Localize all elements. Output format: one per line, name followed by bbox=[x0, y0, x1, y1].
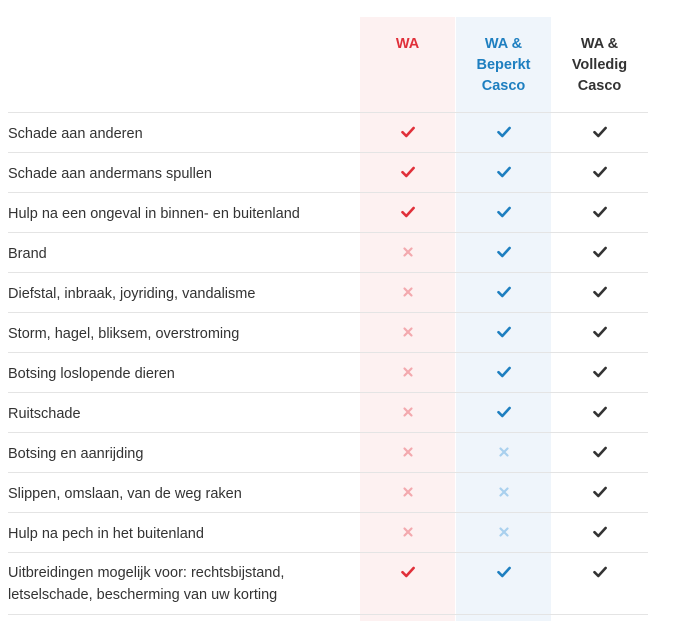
coverage-label-line: Brand bbox=[8, 246, 47, 262]
check-icon bbox=[360, 162, 455, 182]
table-row: Ruitschade bbox=[8, 392, 648, 432]
coverage-label: Hulp na pech in het buitenland bbox=[8, 523, 338, 545]
coverage-label-line: Diefstal, inbraak, joyriding, vandalisme bbox=[8, 286, 256, 302]
check-icon bbox=[456, 322, 551, 342]
coverage-label-line: Botsing en aanrijding bbox=[8, 446, 144, 462]
cross-icon bbox=[360, 282, 455, 302]
check-icon bbox=[552, 362, 647, 382]
cross-icon bbox=[456, 482, 551, 502]
coverage-label: Storm, hagel, bliksem, overstroming bbox=[8, 323, 338, 345]
coverage-label: Schade aan anderen bbox=[8, 123, 338, 145]
check-icon bbox=[456, 162, 551, 182]
check-icon bbox=[552, 482, 647, 502]
coverage-label: Brand bbox=[8, 243, 338, 265]
coverage-label-line: letselschade, bescherming van uw korting bbox=[8, 587, 278, 603]
check-icon bbox=[552, 242, 647, 262]
coverage-label: Ruitschade bbox=[8, 403, 338, 425]
check-icon bbox=[456, 362, 551, 382]
table-row: Schade aan andermans spullen bbox=[8, 152, 648, 192]
coverage-label-line: Slippen, omslaan, van de weg raken bbox=[8, 486, 242, 502]
table-row: Hulp na pech in het buitenland bbox=[8, 512, 648, 552]
check-icon bbox=[552, 122, 647, 142]
table-row: Uitbreidingen mogelijk voor: rechtsbijst… bbox=[8, 552, 648, 615]
check-icon bbox=[360, 202, 455, 222]
check-icon bbox=[456, 202, 551, 222]
check-icon bbox=[552, 522, 647, 542]
cross-icon bbox=[360, 362, 455, 382]
table-row: Botsing en aanrijding bbox=[8, 432, 648, 472]
table-row: Brand bbox=[8, 232, 648, 272]
check-icon bbox=[552, 282, 647, 302]
table-row: Hulp na een ongeval in binnen- en buiten… bbox=[8, 192, 648, 232]
check-icon bbox=[456, 282, 551, 302]
column-header-line: WA & bbox=[580, 36, 619, 52]
check-icon bbox=[456, 242, 551, 262]
cross-icon bbox=[456, 522, 551, 542]
cross-icon bbox=[360, 242, 455, 262]
column-header-line: WA bbox=[395, 36, 420, 52]
column-header-line: Volledig bbox=[571, 57, 628, 73]
cross-icon bbox=[456, 442, 551, 462]
check-icon bbox=[360, 562, 455, 582]
column-header-line: Casco bbox=[577, 78, 622, 94]
comparison-table: Schade aan anderen Schade aan andermans s… bbox=[8, 112, 648, 615]
column-header-beperkt-casco: WA & Beperkt Casco bbox=[456, 34, 551, 97]
check-icon bbox=[552, 442, 647, 462]
column-header-line: Casco bbox=[481, 78, 526, 94]
column-header-line: Beperkt bbox=[476, 57, 531, 73]
coverage-label-line: Uitbreidingen mogelijk voor: rechtsbijst… bbox=[8, 565, 285, 581]
check-icon bbox=[552, 402, 647, 422]
coverage-label-line: Storm, hagel, bliksem, overstroming bbox=[8, 326, 240, 342]
column-background-wa bbox=[360, 17, 455, 621]
coverage-label: Botsing loslopende dieren bbox=[8, 363, 338, 385]
coverage-label: Slippen, omslaan, van de weg raken bbox=[8, 483, 338, 505]
column-header-line: WA & bbox=[484, 36, 523, 52]
check-icon bbox=[552, 162, 647, 182]
cross-icon bbox=[360, 322, 455, 342]
coverage-label-line: Schade aan andermans spullen bbox=[8, 166, 212, 182]
column-header-volledig-casco: WA & Volledig Casco bbox=[552, 34, 647, 97]
table-row: Storm, hagel, bliksem, overstroming bbox=[8, 312, 648, 352]
check-icon bbox=[552, 562, 647, 582]
cross-icon bbox=[360, 482, 455, 502]
coverage-label: Diefstal, inbraak, joyriding, vandalisme bbox=[8, 283, 338, 305]
column-header-wa: WA bbox=[360, 34, 455, 55]
column-background-beperkt-casco bbox=[456, 17, 551, 621]
coverage-label-line: Hulp na pech in het buitenland bbox=[8, 526, 204, 542]
coverage-label-line: Botsing loslopende dieren bbox=[8, 366, 175, 382]
check-icon bbox=[552, 322, 647, 342]
table-row: Schade aan anderen bbox=[8, 112, 648, 152]
table-row: Diefstal, inbraak, joyriding, vandalisme bbox=[8, 272, 648, 312]
coverage-label-line: Ruitschade bbox=[8, 406, 81, 422]
cross-icon bbox=[360, 522, 455, 542]
check-icon bbox=[456, 562, 551, 582]
cross-icon bbox=[360, 442, 455, 462]
coverage-label-line: Schade aan anderen bbox=[8, 126, 143, 142]
comparison-header: WA WA & Beperkt Casco WA & Volledig Casco bbox=[0, 0, 648, 112]
table-row: Slippen, omslaan, van de weg raken bbox=[8, 472, 648, 512]
coverage-label: Uitbreidingen mogelijk voor: rechtsbijst… bbox=[8, 562, 338, 606]
cross-icon bbox=[360, 402, 455, 422]
check-icon bbox=[552, 202, 647, 222]
check-icon bbox=[456, 122, 551, 142]
coverage-label: Schade aan andermans spullen bbox=[8, 163, 338, 185]
check-icon bbox=[360, 122, 455, 142]
coverage-label: Hulp na een ongeval in binnen- en buiten… bbox=[8, 203, 338, 225]
coverage-label-line: Hulp na een ongeval in binnen- en buiten… bbox=[8, 206, 300, 222]
table-row: Botsing loslopende dieren bbox=[8, 352, 648, 392]
coverage-label: Botsing en aanrijding bbox=[8, 443, 338, 465]
check-icon bbox=[456, 402, 551, 422]
